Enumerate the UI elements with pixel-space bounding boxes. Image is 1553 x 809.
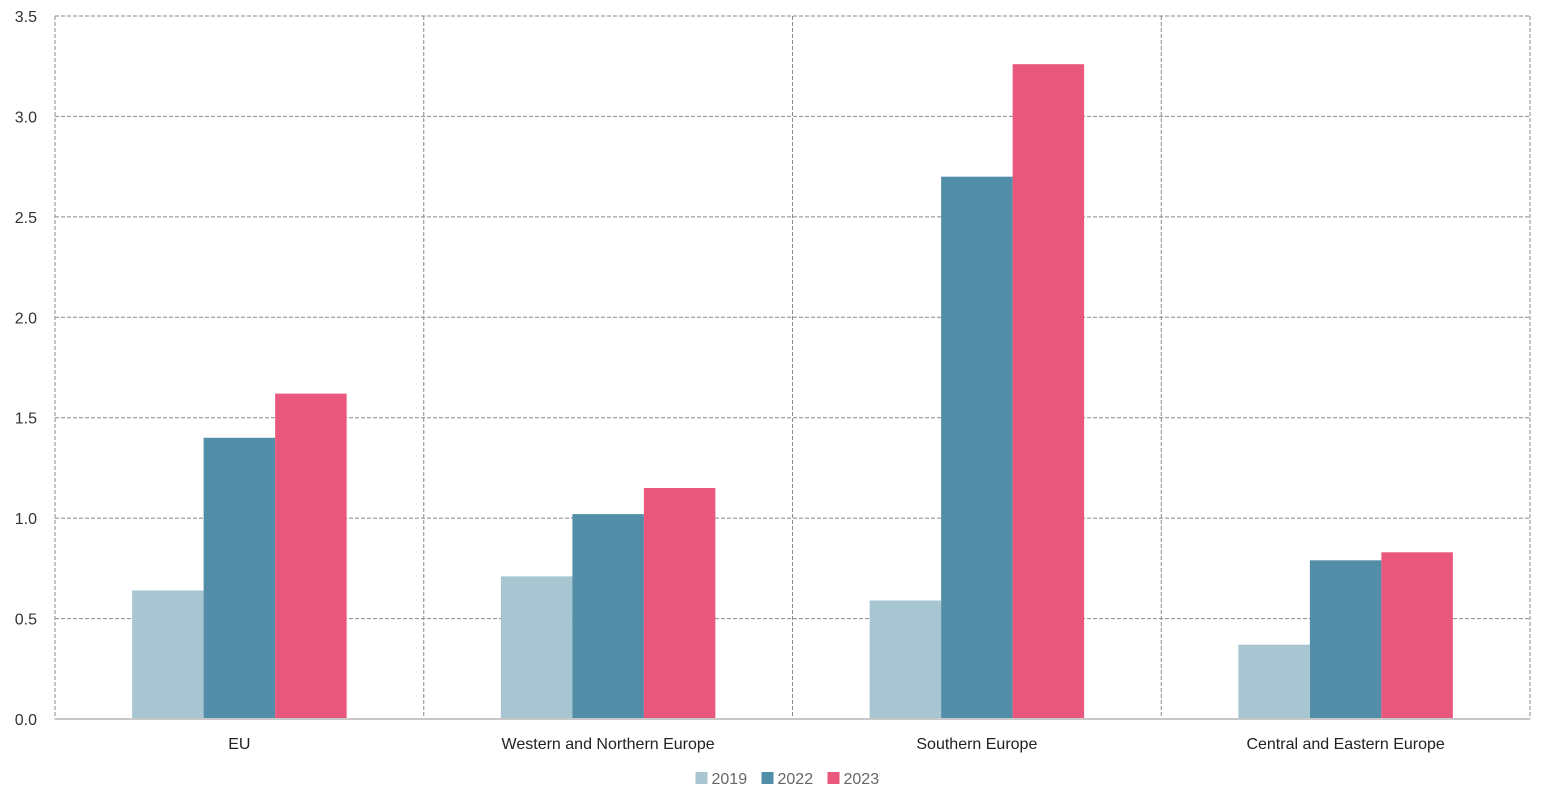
y-tick-label: 2.5 <box>15 210 37 227</box>
legend-label: 2019 <box>712 771 748 788</box>
legend: 2019 2022 2023 <box>695 771 880 788</box>
legend-item-2022: 2022 <box>761 771 814 788</box>
bar-2023-2: Southern Europe 2023: 3.26 <box>1012 64 1085 720</box>
legend-label: 2022 <box>778 771 814 788</box>
legend-item-2023: 2023 <box>827 771 880 788</box>
legend-label: 2023 <box>844 771 880 788</box>
bar-2022-0: EU 2022: 1.4 <box>203 437 276 719</box>
x-tick-label: EU <box>228 736 250 753</box>
bar-2023-0: EU 2023: 1.62 <box>275 393 347 719</box>
y-tick-label: 0.5 <box>15 612 37 629</box>
bar-2019-2: Southern Europe 2019: 0.59 <box>869 600 942 719</box>
y-tick-label: 2.0 <box>15 310 37 327</box>
bar-2022-3: Central and Eastern Europe 2022: 0.79 <box>1309 560 1382 719</box>
y-tick-label: 3.5 <box>15 9 37 26</box>
bar-2019-0: EU 2019: 0.64 <box>132 590 204 719</box>
x-tick-label: Central and Eastern Europe <box>1246 736 1444 753</box>
legend-swatch <box>827 772 840 784</box>
legend-item-2019: 2019 <box>695 771 748 788</box>
grid-layer <box>54 15 1531 719</box>
y-tick-label: 3.0 <box>15 109 37 126</box>
bar-2023-3: Central and Eastern Europe 2023: 0.83 <box>1381 552 1453 719</box>
x-tick-label: Southern Europe <box>916 736 1037 753</box>
bar-2023-1: Western and Northern Europe 2023: 1.15 <box>643 488 716 719</box>
y-axis: 0.0 0.5 1.0 1.5 2.0 2.5 3.0 3.5 <box>15 9 37 729</box>
bars-layer: EU 2019: 0.64EU 2022: 1.4EU 2023: 1.62 We… <box>132 64 1453 720</box>
y-tick-label: 1.0 <box>15 511 37 528</box>
bar-2019-3: Central and Eastern Europe 2019: 0.37 <box>1238 644 1310 719</box>
y-tick-label: 0.0 <box>15 712 37 729</box>
bar-2019-1: Western and Northern Europe 2019: 0.71 <box>500 576 573 719</box>
x-tick-label: Western and Northern Europe <box>502 736 715 753</box>
bar-2022-2: Southern Europe 2022: 2.7 <box>941 176 1013 719</box>
legend-swatch <box>695 772 708 784</box>
y-tick-label: 1.5 <box>15 411 37 428</box>
x-axis: EU Western and Northern Europe Southern Eu… <box>55 718 1530 753</box>
legend-swatch <box>761 772 774 784</box>
bar-2022-1: Western and Northern Europe 2022: 1.02 <box>572 514 644 719</box>
